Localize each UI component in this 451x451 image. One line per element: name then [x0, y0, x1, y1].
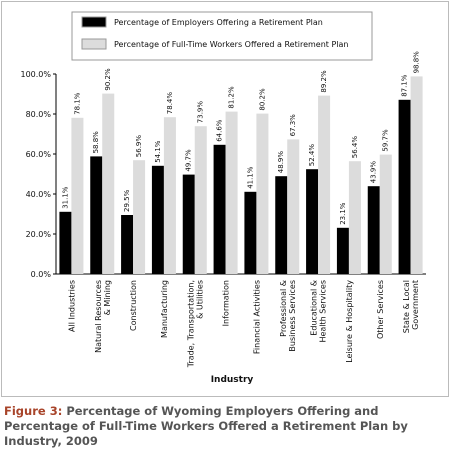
bar	[163, 117, 176, 274]
x-tick-label: Other Services	[376, 280, 385, 339]
frame	[1, 1, 449, 397]
value-label: 29.5%	[123, 189, 131, 212]
bar	[194, 126, 207, 274]
value-label: 58.8%	[92, 131, 100, 154]
value-label: 59.7%	[382, 129, 390, 152]
bar	[410, 76, 423, 275]
bar	[182, 174, 195, 274]
x-tick-label: Construction	[129, 280, 138, 331]
x-tick-label: Information	[222, 280, 231, 326]
bar	[336, 227, 349, 274]
value-label: 52.4%	[308, 144, 316, 167]
legend-label: Percentage of Employers Offering a Retir…	[114, 18, 323, 27]
bar	[348, 161, 361, 274]
bar	[379, 154, 392, 274]
value-label: 87.1%	[401, 74, 409, 97]
caption: Figure 3: Percentage of Wyoming Employer…	[4, 404, 444, 449]
caption-text: Percentage of Wyoming Employers Offering…	[4, 404, 408, 448]
value-label: 98.8%	[413, 51, 421, 74]
value-label: 73.9%	[197, 101, 205, 124]
value-label: 78.1%	[73, 92, 81, 115]
x-tick-label: State & LocalGovernment	[402, 280, 420, 333]
x-tick-label: Educational &Health Services	[310, 280, 328, 343]
x-tick-label: Professional &Business Services	[279, 280, 297, 352]
legend	[71, 11, 373, 61]
bar	[306, 169, 319, 274]
value-label: 31.1%	[61, 186, 69, 209]
bar	[213, 144, 226, 274]
bar	[287, 139, 300, 274]
bar	[71, 117, 84, 274]
x-tick-label: Financial Activities	[252, 280, 261, 354]
value-label: 80.2%	[258, 88, 266, 111]
x-tick-label: Trade, Transportation,& Utilities	[186, 280, 204, 368]
bar	[367, 186, 380, 274]
value-label: 49.7%	[185, 149, 193, 172]
bar	[151, 165, 164, 274]
value-label: 56.4%	[351, 136, 359, 159]
y-tick-label: 60.0%	[26, 150, 52, 159]
value-label: 81.2%	[228, 86, 236, 109]
value-label: 41.1%	[246, 166, 254, 189]
value-label: 90.2%	[104, 68, 112, 91]
y-tick-label: 80.0%	[26, 110, 52, 119]
bar	[244, 191, 257, 274]
value-label: 67.3%	[289, 114, 297, 137]
value-label: 48.9%	[277, 151, 285, 174]
y-tick-label: 40.0%	[26, 190, 52, 199]
bar	[102, 93, 115, 274]
value-label: 56.9%	[135, 135, 143, 158]
value-label: 54.1%	[154, 140, 162, 163]
bar	[398, 99, 411, 274]
chart: Industry 0.0% 20.0% 40.0% 60.0% 80.0% 100.0% P…	[1, 1, 449, 397]
legend-swatch	[81, 38, 107, 50]
value-label: 89.2%	[320, 70, 328, 93]
value-label: 23.1%	[339, 202, 347, 225]
x-tick-label: All Industries	[67, 280, 76, 332]
y-tick-label: 0.0%	[31, 270, 52, 279]
bar	[225, 111, 238, 274]
x-tick-label: Natural Resources& Mining	[94, 280, 112, 353]
caption-label: Figure 3:	[4, 404, 63, 418]
y-tick-label: 100.0%	[20, 70, 51, 79]
bar	[90, 156, 103, 274]
bar	[318, 95, 331, 274]
bar	[133, 160, 146, 274]
value-label: 64.6%	[216, 119, 224, 142]
legend-label: Percentage of Full-Time Workers Offered …	[114, 40, 348, 49]
bar	[256, 113, 269, 274]
x-tick-label: Manufacturing	[160, 280, 169, 338]
x-tick-label: Leisure & Hospitality	[345, 280, 354, 363]
value-label: 78.4%	[166, 92, 174, 115]
x-axis-label: Industry	[211, 375, 254, 385]
legend-swatch	[81, 16, 107, 28]
bar	[59, 211, 72, 274]
y-tick-label: 20.0%	[26, 230, 52, 239]
bar	[121, 215, 134, 274]
bar	[275, 176, 288, 274]
value-label: 43.9%	[370, 161, 378, 184]
